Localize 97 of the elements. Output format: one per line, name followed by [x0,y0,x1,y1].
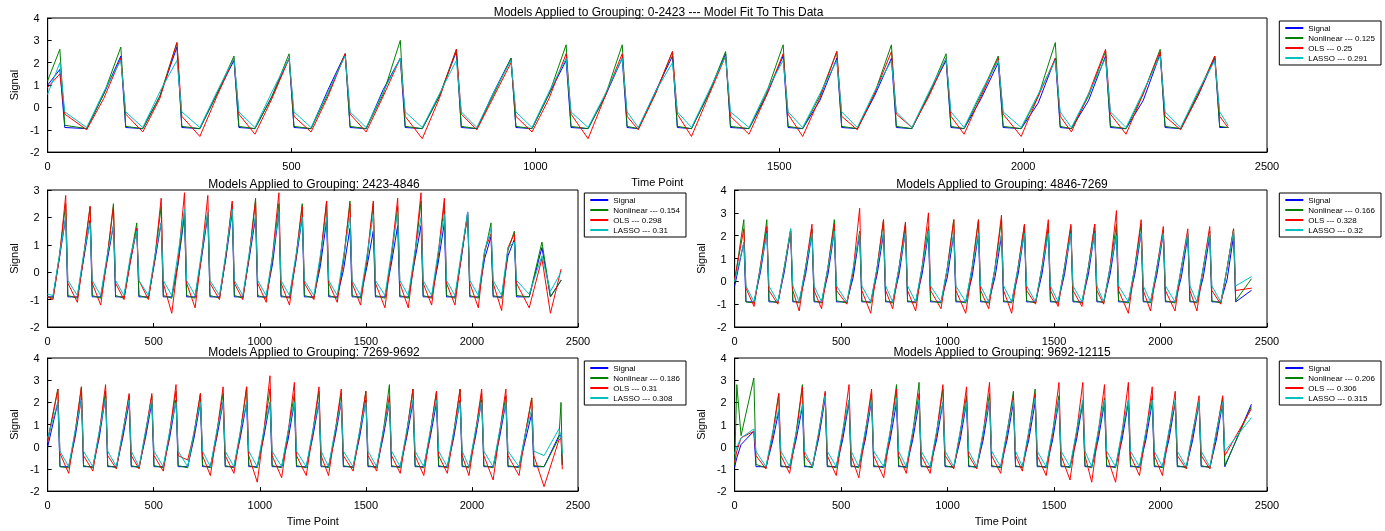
y-tick-label: -2 [29,146,40,159]
x-tick-label: 500 [831,498,851,511]
legend-label: Signal [1308,23,1331,33]
y-tick-label: 3 [33,374,40,387]
chart-title: Models Applied to Grouping: 7269-9692 [208,345,421,359]
chart-title: Models Applied to Grouping: 2423-4846 [208,177,421,191]
y-tick-label: 4 [33,352,40,364]
y-axis-title: Signal [7,243,20,274]
x-tick-label: 0 [731,334,738,347]
legend-label: Signal [1308,195,1331,205]
x-tick-label: 2500 [1254,334,1280,347]
y-tick-label: 0 [33,266,40,279]
y-tick-label: 3 [33,34,40,47]
x-tick-label: 2000 [459,334,485,347]
y-tick-label: -1 [716,462,727,475]
x-tick-label: 500 [282,159,301,172]
x-tick-label: 2000 [1148,498,1173,511]
x-tick-label: 500 [831,334,851,347]
y-tick-label: 4 [33,12,40,24]
y-tick-label: 2 [720,396,727,409]
y-tick-label: 1 [33,79,40,92]
y-tick-label: 4 [720,184,727,196]
y-axis-title: Signal [694,409,707,440]
x-tick-label: 500 [144,334,163,347]
y-tick-label: 1 [33,238,40,251]
chart-title: Models Applied to Grouping: 4846-7269 [896,177,1109,191]
legend-label: LASSO --- 0.32 [1308,225,1364,235]
x-tick-label: 500 [144,498,163,511]
legend-label: LASSO --- 0.291 [1308,53,1368,63]
x-tick-label: 2000 [1148,334,1173,347]
legend-label: Nonlinear --- 0.166 [1308,205,1376,215]
x-tick-label: 1500 [353,334,379,347]
y-tick-label: 0 [720,440,727,453]
y-tick-label: -2 [29,321,40,333]
x-axis-title: Time Point [974,514,1027,527]
y-tick-label: 1 [720,252,727,265]
legend-label: OLS --- 0.31 [613,383,658,393]
x-tick-label: 2000 [1010,159,1036,172]
y-tick-label: 3 [720,206,727,219]
x-tick-label: 2500 [565,498,591,511]
x-tick-label: 2000 [459,498,485,511]
x-tick-label: 2500 [565,334,591,347]
legend-label: LASSO --- 0.315 [1308,393,1368,403]
x-tick-label: 2500 [1254,159,1280,172]
y-tick-label: 3 [33,184,40,196]
legend-label: Nonlinear --- 0.125 [1308,33,1376,43]
y-tick-label: -1 [716,298,727,311]
x-tick-label: 1000 [935,498,960,511]
legend-label: Nonlinear --- 0.154 [613,205,681,215]
y-tick-label: 2 [33,56,40,69]
x-tick-label: 2500 [1254,498,1280,511]
y-axis-title: Signal [7,409,20,440]
legend-label: OLS --- 0.25 [1308,43,1353,53]
x-tick-label: 0 [731,498,738,511]
legend-label: Signal [1308,363,1331,373]
x-axis-title: Time Point [631,175,684,188]
x-axis-title: Time Point [286,514,339,527]
y-tick-label: 2 [33,211,40,224]
y-tick-label: 2 [720,229,727,242]
y-tick-label: -1 [29,293,40,306]
legend-label: Signal [613,195,636,205]
x-tick-label: 1500 [1041,334,1067,347]
x-tick-label: 1500 [767,159,792,172]
x-tick-label: 0 [44,498,51,511]
y-tick-label: 0 [720,275,727,288]
x-tick-label: 0 [44,334,51,347]
legend-label: Nonlinear --- 0.206 [1308,373,1376,383]
y-tick-label: 0 [33,101,40,114]
y-tick-label: -1 [29,462,40,475]
y-axis-title: Signal [7,69,20,101]
y-tick-label: -1 [29,123,40,136]
y-tick-label: 4 [720,352,727,364]
chart-title: Models Applied to Grouping: 9692-12115 [893,345,1111,359]
y-tick-label: -2 [29,485,40,498]
x-tick-label: 1000 [247,498,273,511]
y-tick-label: 1 [33,418,40,431]
x-tick-label: 1000 [247,334,273,347]
x-tick-label: 0 [44,159,51,172]
x-tick-label: 1000 [523,159,548,172]
legend-label: LASSO --- 0.31 [613,225,669,235]
x-tick-label: 1500 [1041,498,1067,511]
y-tick-label: 1 [720,418,727,431]
x-tick-label: 1000 [935,334,960,347]
x-tick-label: 1500 [353,498,379,511]
y-tick-label: -2 [716,485,727,498]
y-axis-title: Signal [694,243,707,274]
y-tick-label: 3 [720,374,727,387]
y-tick-label: -2 [716,321,727,333]
chart-title: Models Applied to Grouping: 0-2423 --- Model Fit To This Data [493,5,824,19]
legend-label: LASSO --- 0.308 [613,393,673,403]
legend-label: OLS --- 0.328 [1308,215,1358,225]
y-tick-label: 0 [33,440,40,453]
y-tick-label: 2 [33,396,40,409]
legend-label: OLS --- 0.298 [613,215,663,225]
legend-label: Nonlinear --- 0.186 [613,373,681,383]
legend-label: OLS --- 0.306 [1308,383,1358,393]
legend-label: Signal [613,363,636,373]
